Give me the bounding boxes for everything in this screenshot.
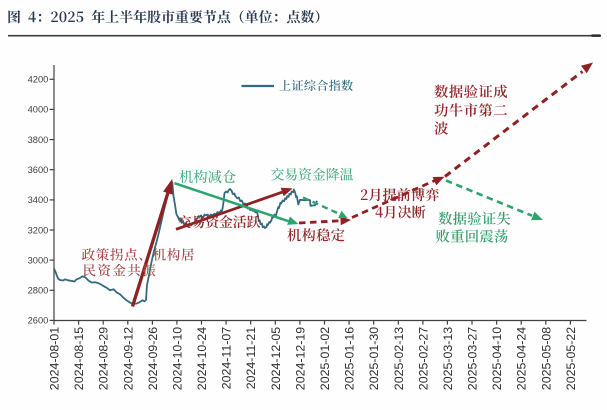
svg-text:3400: 3400 [28, 195, 49, 205]
svg-text:2025-02-13: 2025-02-13 [392, 327, 406, 390]
svg-text:3000: 3000 [28, 255, 49, 265]
svg-text:3800: 3800 [28, 135, 49, 145]
svg-text:2024-12-05: 2024-12-05 [269, 327, 283, 390]
svg-text:2025-01-02: 2025-01-02 [318, 327, 332, 390]
svg-text:2025-04-24: 2025-04-24 [515, 327, 529, 390]
svg-text:2800: 2800 [28, 286, 49, 296]
svg-text:2025-05-08: 2025-05-08 [539, 327, 553, 390]
svg-text:2024-08-01: 2024-08-01 [48, 327, 62, 390]
svg-text:2024-08-15: 2024-08-15 [72, 327, 86, 390]
svg-text:2025-04-10: 2025-04-10 [490, 327, 504, 390]
svg-text:2025-01-16: 2025-01-16 [343, 327, 357, 390]
svg-text:2025-03-13: 2025-03-13 [441, 327, 455, 390]
svg-text:2024-08-29: 2024-08-29 [97, 327, 111, 390]
svg-text:2025-05-22: 2025-05-22 [564, 327, 578, 390]
svg-text:4200: 4200 [28, 75, 49, 85]
svg-text:2024-09-26: 2024-09-26 [146, 327, 160, 390]
svg-text:3200: 3200 [28, 225, 49, 235]
svg-text:2025-02-27: 2025-02-27 [416, 327, 430, 390]
svg-text:2024-11-07: 2024-11-07 [220, 327, 234, 390]
svg-text:2024-09-12: 2024-09-12 [121, 327, 135, 390]
svg-text:2024-11-21: 2024-11-21 [244, 327, 258, 390]
svg-text:2025-01-30: 2025-01-30 [367, 327, 381, 390]
svg-text:3600: 3600 [28, 165, 49, 175]
svg-text:2025-03-27: 2025-03-27 [466, 327, 480, 390]
svg-text:2024-10-10: 2024-10-10 [170, 327, 184, 390]
svg-text:2024-10-24: 2024-10-24 [195, 327, 209, 390]
svg-text:4000: 4000 [28, 105, 49, 115]
svg-text:2600: 2600 [28, 316, 49, 326]
svg-text:2024-12-19: 2024-12-19 [293, 327, 307, 390]
